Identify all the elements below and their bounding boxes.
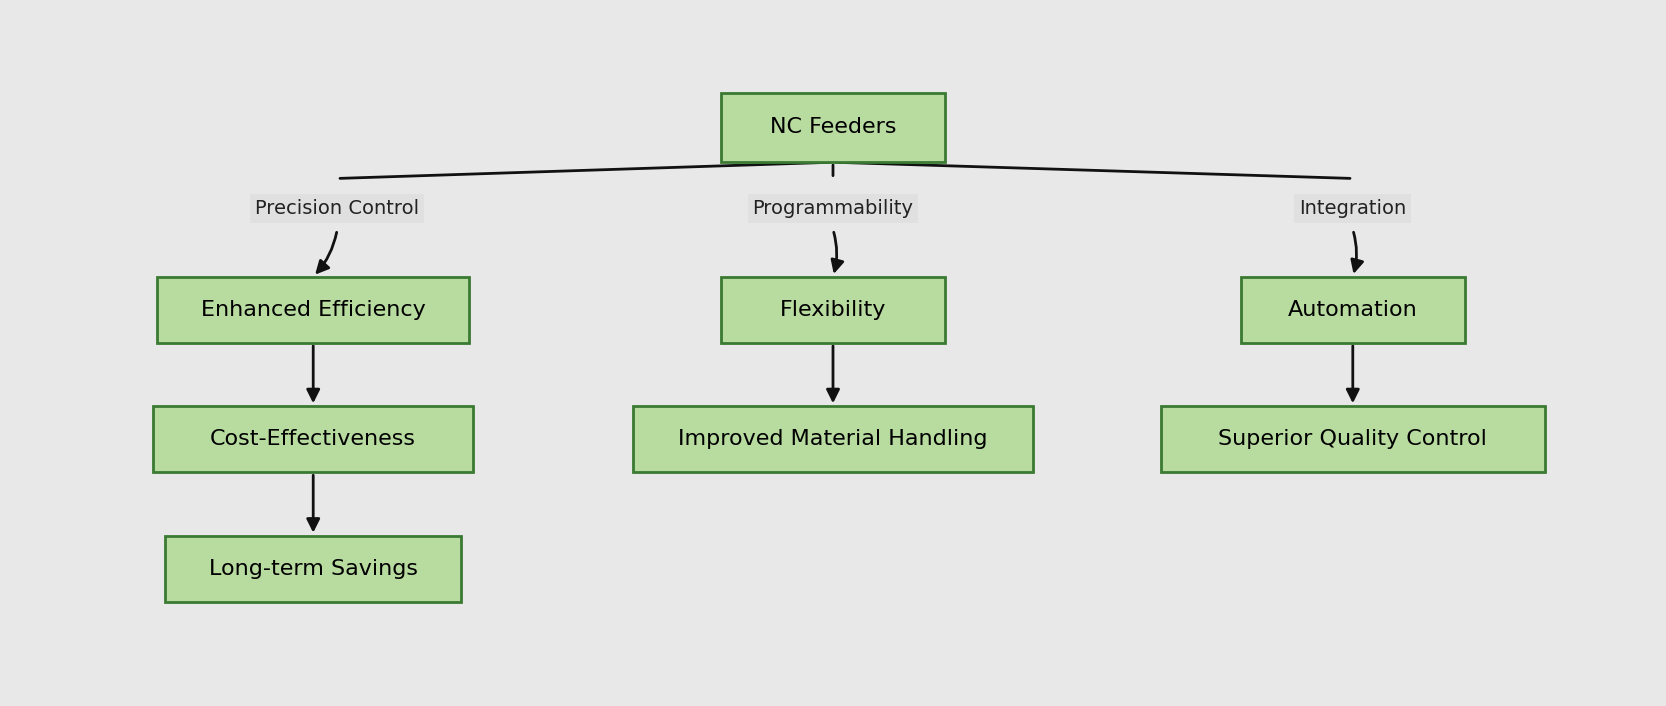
FancyBboxPatch shape	[1241, 277, 1464, 343]
Text: Cost-Effectiveness: Cost-Effectiveness	[210, 429, 416, 449]
Text: Superior Quality Control: Superior Quality Control	[1218, 429, 1488, 449]
Text: NC Feeders: NC Feeders	[770, 117, 896, 138]
Text: Flexibility: Flexibility	[780, 300, 886, 320]
Text: Precision Control: Precision Control	[255, 199, 420, 218]
FancyBboxPatch shape	[1161, 406, 1544, 472]
Text: Automation: Automation	[1288, 300, 1418, 320]
Text: Improved Material Handling: Improved Material Handling	[678, 429, 988, 449]
Text: Long-term Savings: Long-term Savings	[208, 558, 418, 579]
Text: Programmability: Programmability	[753, 199, 913, 218]
FancyBboxPatch shape	[165, 536, 461, 602]
FancyBboxPatch shape	[721, 92, 945, 162]
FancyBboxPatch shape	[153, 406, 473, 472]
FancyBboxPatch shape	[633, 406, 1033, 472]
Text: Integration: Integration	[1299, 199, 1406, 218]
Text: Enhanced Efficiency: Enhanced Efficiency	[202, 300, 425, 320]
FancyBboxPatch shape	[721, 277, 945, 343]
FancyBboxPatch shape	[157, 277, 470, 343]
